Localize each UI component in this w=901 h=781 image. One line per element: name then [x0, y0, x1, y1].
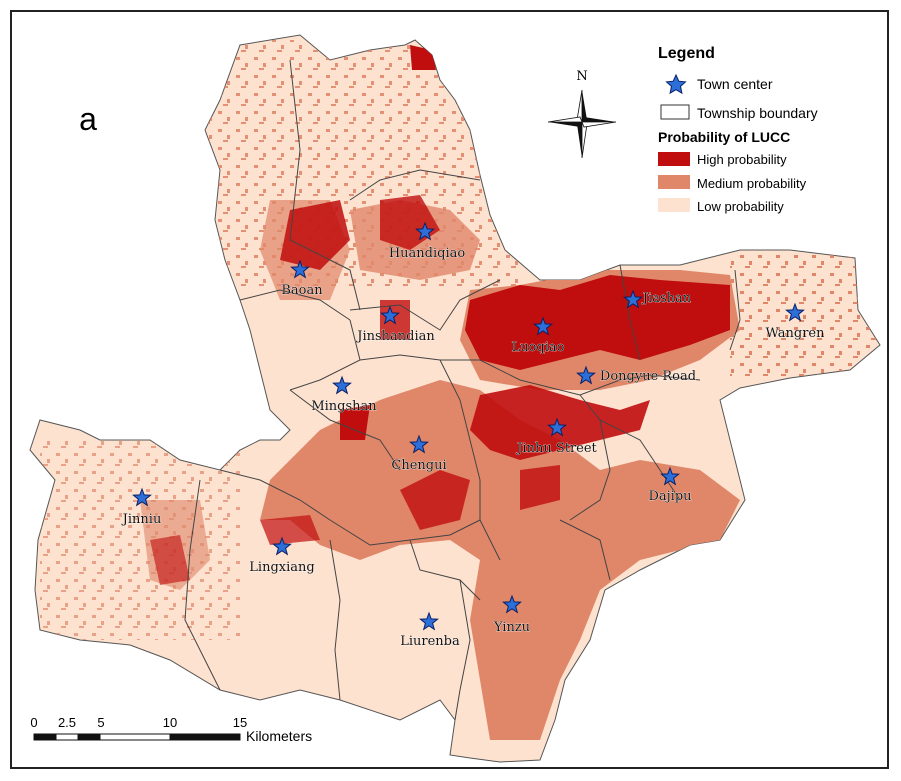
scale-tick-2: 5	[97, 715, 104, 730]
high-probability-swatch	[658, 152, 690, 166]
town-label-jinniu: Jinniu	[121, 512, 162, 527]
legend-probability-title: Probability of LUCC	[658, 129, 790, 145]
town-star-icon-dongyue-road	[576, 365, 596, 385]
town-label-baoan: Baoan	[281, 283, 323, 298]
town-label-luoqiao: Luoqiao	[512, 340, 565, 355]
town-label-lingxiang: Lingxiang	[249, 560, 314, 575]
town-star-icon-baoan	[290, 259, 310, 279]
town-label-liurenba: Liurenba	[400, 634, 460, 649]
township-boundaries	[184, 59, 741, 721]
scale-unit: Kilometers	[246, 728, 312, 744]
north-label: N	[576, 69, 587, 84]
town-label-chengui: Chengui	[391, 458, 446, 473]
legend-low: Low probability	[697, 199, 784, 214]
panel-label: a	[79, 101, 97, 137]
low-probability-swatch	[658, 198, 690, 212]
town-star-icon-luoqiao	[533, 316, 553, 336]
legend-town-center: Town center	[697, 76, 773, 92]
town-label-jiashan: Jiashan	[641, 291, 692, 306]
town-star-icon-jinniu	[132, 487, 152, 507]
legend-medium: Medium probability	[697, 176, 807, 191]
town-label-huandiqiao: Huandiqiao	[389, 246, 466, 261]
town-star-icon-lingxiang	[272, 536, 292, 556]
legend-high: High probability	[697, 152, 787, 167]
town-label-jinshandian: Jinshandian	[355, 329, 435, 344]
town-label-wangren: Wangren	[766, 326, 826, 341]
scale-tick-3: 10	[163, 715, 177, 730]
scale-bar: 0 2.5 5 10 15 Kilometers	[30, 715, 312, 744]
medium-probability-swatch	[658, 175, 690, 189]
scale-tick-4: 15	[233, 715, 247, 730]
town-star-icon-jinshandian	[380, 305, 400, 325]
legend-title: Legend	[658, 45, 715, 62]
town-label-dajipu: Dajipu	[648, 489, 691, 504]
town-star-icon-jinhu-street	[547, 417, 567, 437]
town-star-icon-yinzu	[502, 594, 522, 614]
town-label-jinhu-street: Jinhu Street	[515, 441, 597, 456]
town-label-yinzu: Yinzu	[493, 620, 530, 635]
legend: Legend Town center Township boundary Pro…	[658, 45, 818, 214]
town-star-icon-dajipu	[660, 466, 680, 486]
town-center-star-icon	[665, 73, 687, 95]
town-star-icon-wangren	[785, 302, 805, 322]
north-arrow	[547, 89, 617, 159]
scale-tick-1: 2.5	[58, 715, 76, 730]
town-star-icon-mingshan	[332, 375, 352, 395]
town-label-mingshan: Mingshan	[311, 399, 377, 414]
town-star-icon-liurenba	[419, 611, 439, 631]
town-star-icon-chengui	[409, 434, 429, 454]
scale-tick-0: 0	[30, 715, 37, 730]
town-label-dongyue-road: Dongyue Road	[600, 369, 696, 384]
township-boundary-swatch	[660, 104, 690, 120]
probability-raster	[40, 40, 880, 740]
town-star-icon-huandiqiao	[415, 221, 435, 241]
town-markers: Huandiqiao Baoan Jinshandian Luoqiao Jiashan…	[120, 221, 826, 649]
legend-township-boundary: Township boundary	[697, 105, 818, 121]
town-star-icon-jiashan	[623, 289, 643, 309]
